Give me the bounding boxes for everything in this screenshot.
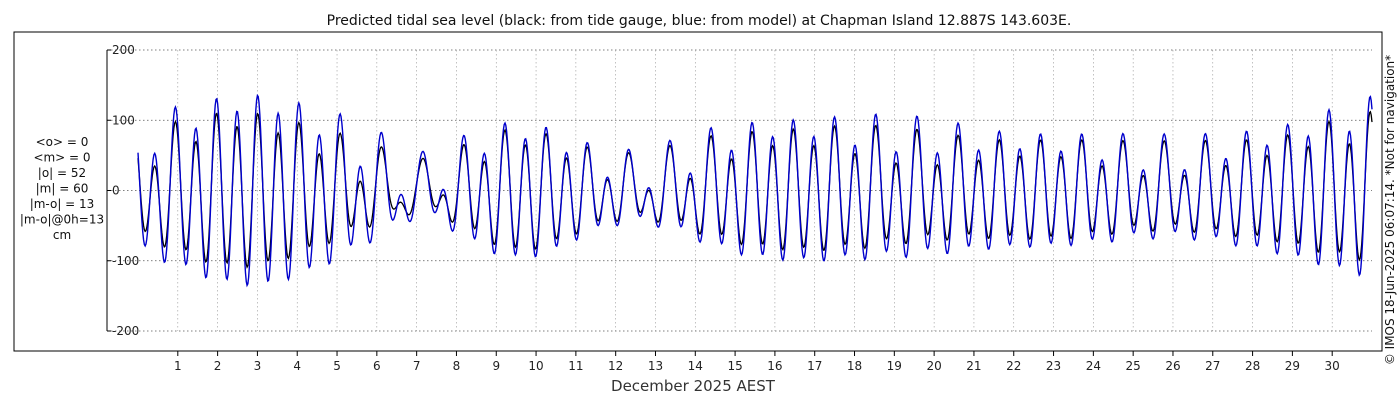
x-tick-label: 29 [1285,359,1300,373]
series-line-model [137,93,1373,288]
stats-line: |m-o| = 13 [30,197,95,211]
x-tick-label: 5 [333,359,341,373]
x-tick-label: 15 [727,359,742,373]
x-tick-label: 22 [1006,359,1021,373]
x-tick-label: 14 [688,359,703,373]
stats-panel: <o> = 0 <m> = 0|o| = 52 |m| = 60|m-o| = 13… [20,135,104,242]
x-tick-label: 3 [254,359,262,373]
x-tick-label: 28 [1245,359,1260,373]
stats-line: |o| = 52 [38,166,86,180]
x-tick-label: 10 [528,359,543,373]
x-tick-label: 11 [568,359,583,373]
stats-line: <m> = 0 [33,151,90,165]
x-tick-label: 8 [453,359,461,373]
x-tick-label: 23 [1046,359,1061,373]
x-tick-label: 6 [373,359,381,373]
stats-line: <o> = 0 [36,135,89,149]
x-tick-label: 18 [847,359,862,373]
plot-frame [13,31,1383,352]
credit-text: © IMOS 18-Jun-2025 06:07:14. *Not for na… [1383,55,1397,365]
x-tick-label: 19 [887,359,902,373]
y-tick-label: 100 [112,113,135,127]
y-tick-label: 200 [112,43,135,57]
x-tick-label: 12 [608,359,623,373]
y-axis: -200 -100 0 100 200 [106,43,139,338]
x-tick-label: 26 [1165,359,1180,373]
x-axis-ticks: 1 2 3 4 5 6 7 8 9 10 11 12 13 14 15 16 17 18 19 20 21 22 23 24 2… [174,351,1340,373]
x-tick-label: 20 [926,359,941,373]
x-tick-label: 27 [1205,359,1220,373]
x-axis-label: December 2025 AEST [611,377,776,395]
stats-line: cm [53,228,71,242]
chart-title: Predicted tidal sea level (black: from t… [327,13,1072,29]
x-tick-label: 17 [807,359,822,373]
x-tick-label: 24 [1086,359,1101,373]
x-tick-label: 30 [1325,359,1340,373]
x-tick-label: 25 [1126,359,1141,373]
x-tick-label: 1 [174,359,182,373]
y-tick-label: -100 [112,254,139,268]
series-line-tide-gauge [137,110,1373,269]
x-tick-label: 16 [767,359,782,373]
stats-line: |m-o|@0h=13 [20,213,104,227]
grid-lines [107,49,1372,332]
x-tick-label: 21 [966,359,981,373]
y-tick-label: 0 [112,184,120,198]
x-tick-label: 2 [214,359,222,373]
series-lines [137,93,1373,288]
x-tick-label: 7 [413,359,421,373]
x-tick-label: 13 [648,359,663,373]
y-tick-label: -200 [112,324,139,338]
x-tick-label: 9 [492,359,500,373]
x-tick-label: 4 [293,359,301,373]
stats-line: |m| = 60 [36,182,89,196]
